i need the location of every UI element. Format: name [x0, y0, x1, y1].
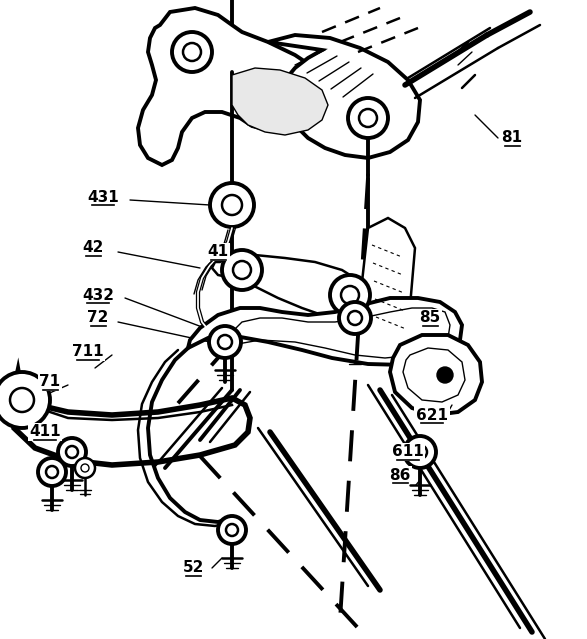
Polygon shape — [268, 35, 420, 158]
Polygon shape — [138, 8, 325, 165]
Circle shape — [58, 438, 86, 466]
Circle shape — [413, 445, 427, 459]
Circle shape — [0, 372, 50, 428]
Circle shape — [81, 464, 89, 472]
Circle shape — [226, 524, 238, 536]
Circle shape — [233, 261, 251, 279]
Circle shape — [218, 335, 232, 349]
Polygon shape — [390, 335, 482, 415]
Text: 431: 431 — [87, 190, 119, 204]
Circle shape — [210, 183, 254, 227]
Circle shape — [183, 43, 201, 61]
Circle shape — [46, 466, 58, 478]
Text: 42: 42 — [82, 240, 104, 256]
Text: 52: 52 — [183, 560, 204, 576]
Circle shape — [218, 516, 246, 544]
Circle shape — [66, 446, 78, 458]
Circle shape — [222, 250, 262, 290]
Text: 72: 72 — [87, 311, 109, 325]
Text: 411: 411 — [29, 424, 61, 440]
Text: 71: 71 — [39, 374, 60, 390]
Text: 41: 41 — [207, 245, 228, 259]
Circle shape — [172, 32, 212, 72]
Circle shape — [10, 388, 34, 412]
Text: 81: 81 — [501, 130, 522, 146]
Text: 86: 86 — [389, 468, 411, 482]
Circle shape — [404, 436, 436, 468]
Text: 621: 621 — [416, 408, 448, 422]
Circle shape — [339, 302, 371, 334]
Circle shape — [38, 458, 66, 486]
Polygon shape — [232, 68, 328, 135]
Circle shape — [341, 286, 359, 304]
Polygon shape — [188, 298, 462, 365]
Circle shape — [359, 109, 377, 127]
Circle shape — [222, 195, 242, 215]
Circle shape — [330, 275, 370, 315]
Text: 85: 85 — [419, 311, 441, 325]
Circle shape — [437, 367, 453, 383]
Circle shape — [75, 458, 95, 478]
Text: 432: 432 — [82, 288, 114, 302]
Circle shape — [348, 98, 388, 138]
Polygon shape — [212, 255, 365, 318]
Polygon shape — [358, 218, 415, 345]
Polygon shape — [12, 372, 250, 465]
Text: 711: 711 — [72, 344, 104, 360]
Circle shape — [209, 326, 241, 358]
Circle shape — [348, 311, 362, 325]
Text: 611: 611 — [392, 445, 424, 459]
